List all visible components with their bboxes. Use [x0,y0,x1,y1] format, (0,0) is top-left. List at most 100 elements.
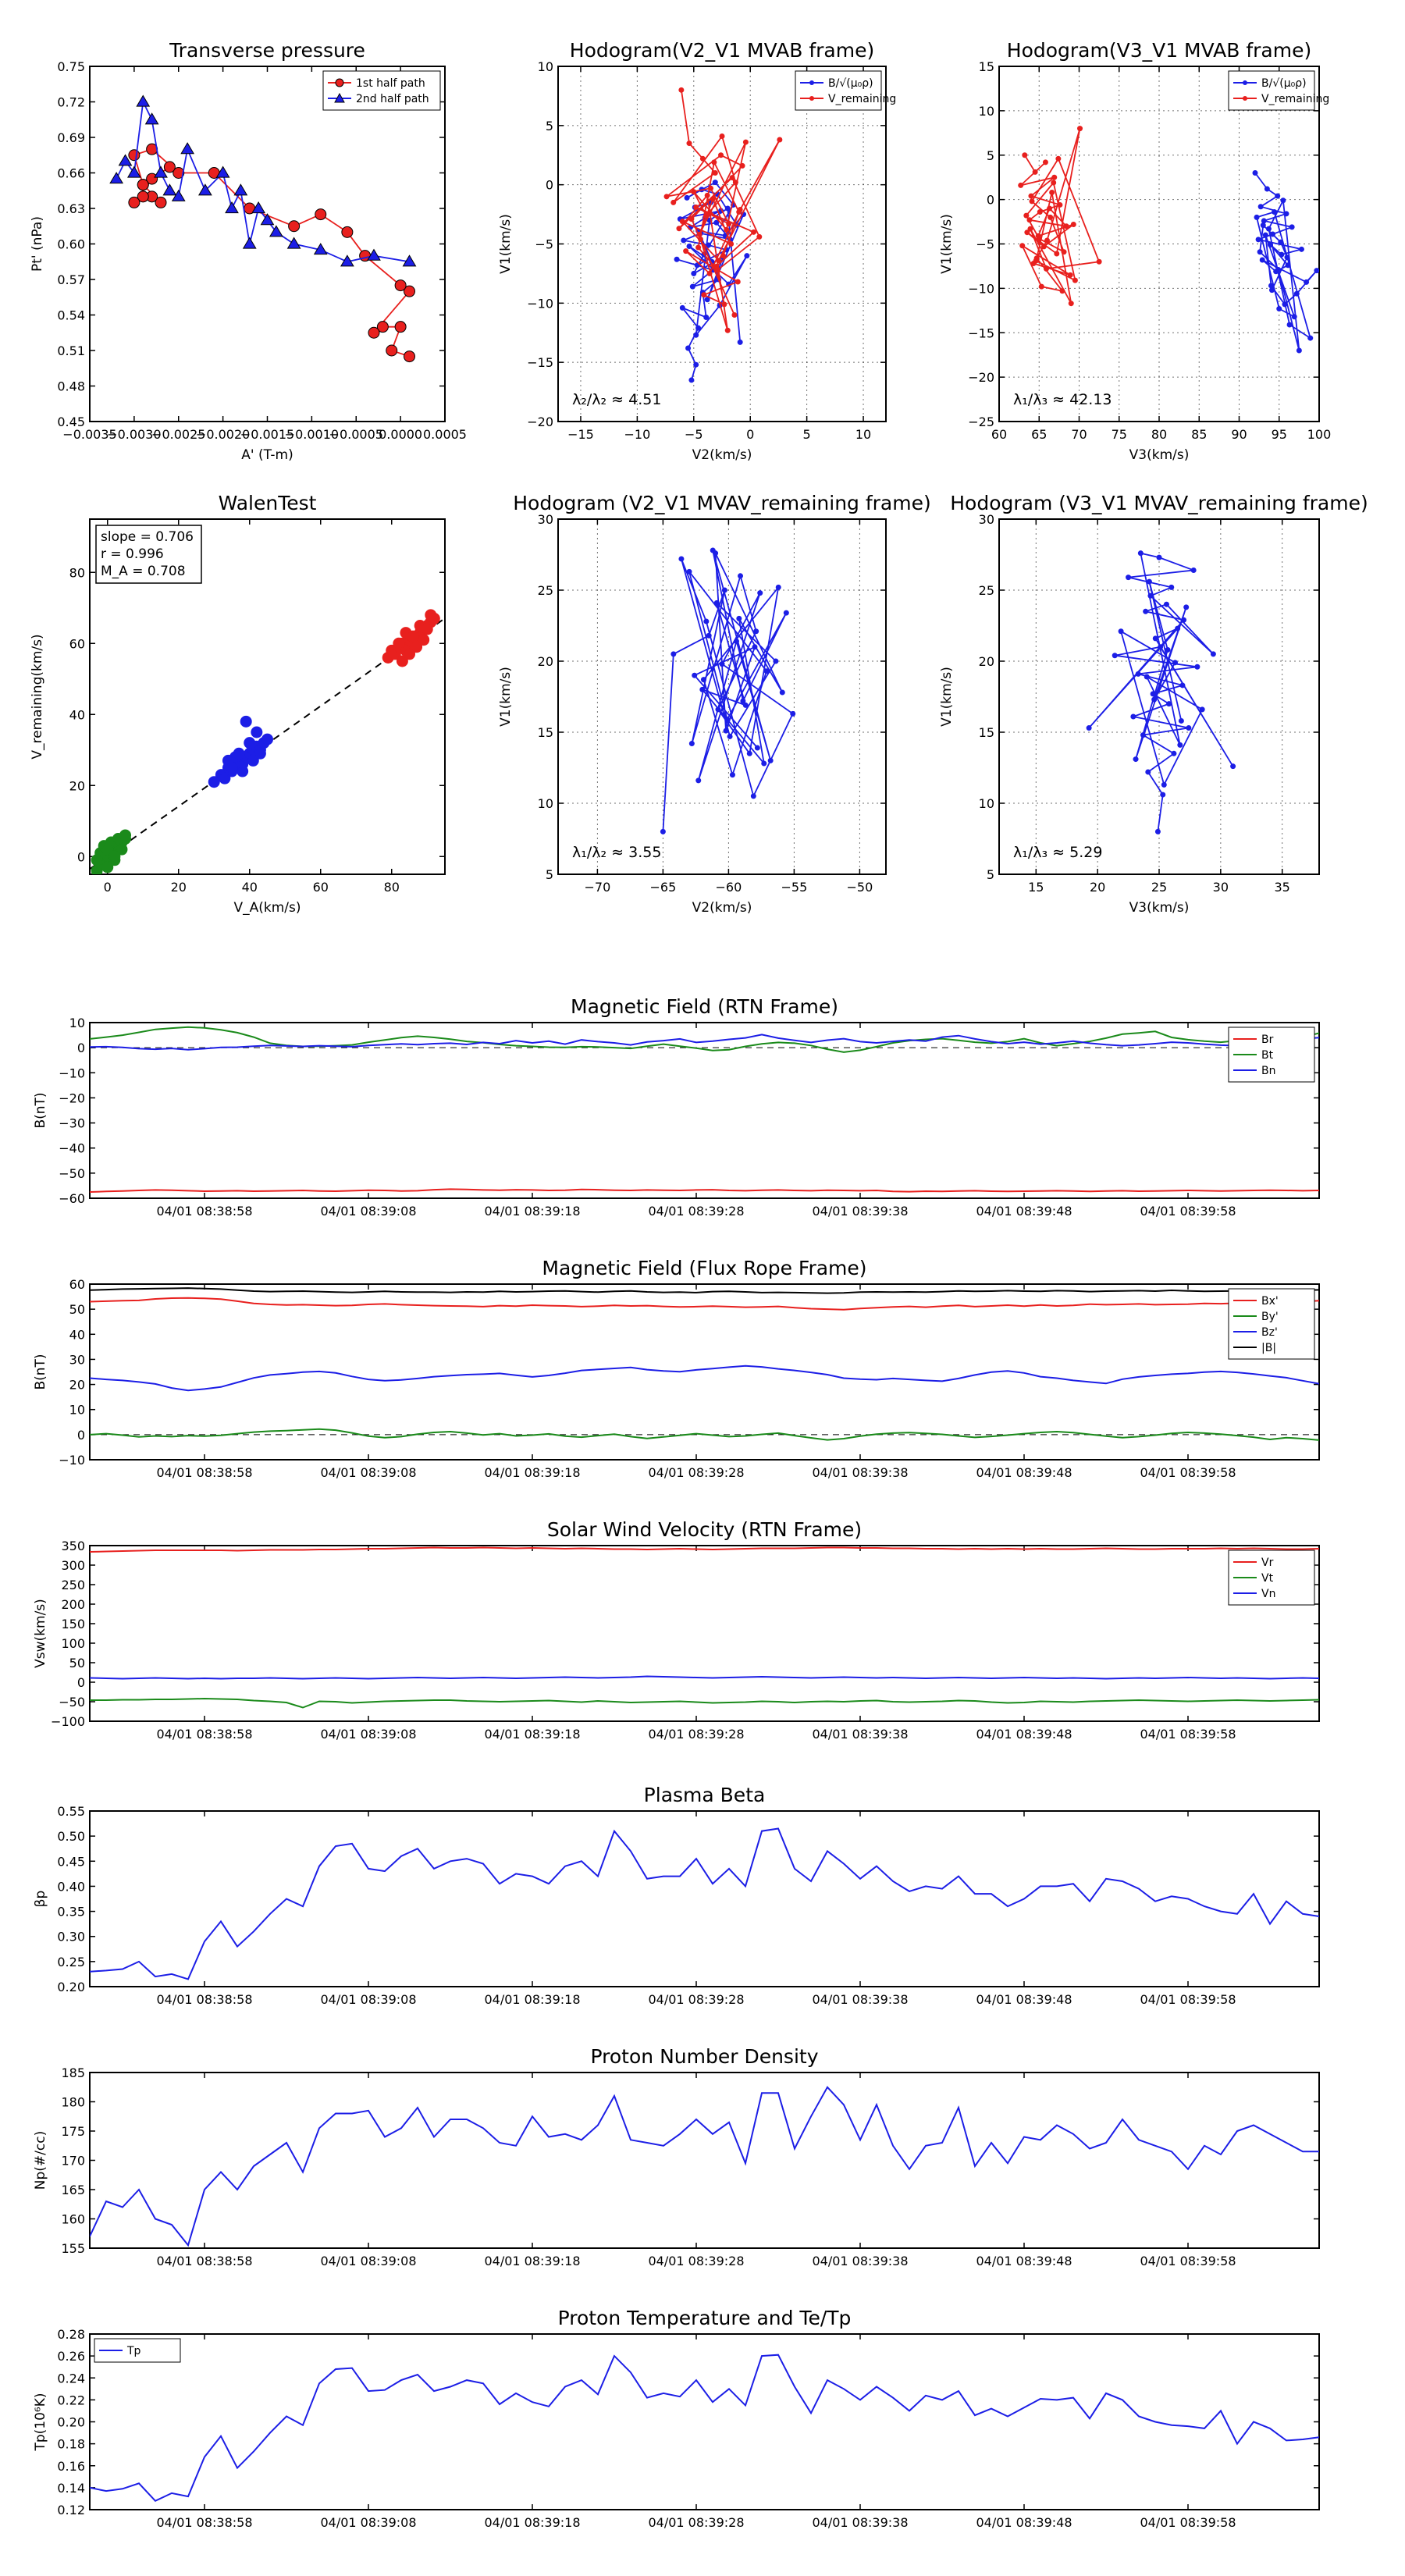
legend-label: Vt [1261,1572,1274,1585]
y-tick-label: 0.14 [57,2481,85,2496]
x-tick-label: 60 [313,880,329,895]
legend-label: |B| [1261,1342,1276,1354]
data-point [1178,717,1184,724]
data-point [1194,664,1200,670]
y-tick-label: 175 [61,2124,85,2139]
plot-frame [89,2072,1320,2249]
y-tick-label: 50 [69,1302,85,1317]
data-point [1296,347,1302,354]
x-tick-label: 0 [104,880,112,895]
data-point [1293,290,1300,297]
data-point [732,180,738,186]
y-tick-label: −50 [59,1166,85,1181]
legend-label: 1st half path [356,77,425,90]
x-tick-label: 35 [1275,880,1290,895]
data-point [1279,251,1285,258]
y-axis-label: B(nT) [33,1354,48,1389]
x-tick-label: 04/01 08:38:58 [156,1727,252,1742]
data-point [1165,646,1171,653]
data-point [404,648,415,660]
chart-mag_rtn: Magnetic Field (RTN Frame) −60 −50 −40 −30 −2… [33,995,1320,1219]
y-axis-label: Pt' (nPa) [30,216,45,272]
data-point [1135,671,1141,677]
plot-frame [89,1810,1320,1987]
data-point [237,765,249,777]
x-tick-label: 04/01 08:38:58 [156,2254,252,2268]
data-point [1270,231,1276,237]
data-point [1043,265,1049,272]
data-layer [90,1026,1319,1193]
x-tick-label: 04/01 08:39:18 [484,2254,580,2268]
data-point [198,183,212,196]
y-tick-label: 0.50 [57,1829,85,1844]
data-layer [90,1827,1319,1980]
data-point [269,225,283,237]
x-tick-label: 04/01 08:39:48 [976,2254,1072,2268]
data-point [1186,725,1192,731]
data-point [244,737,256,749]
y-tick-label: 20 [979,654,994,669]
data-point [1028,193,1034,199]
data-point [1027,226,1033,232]
x-tick-label: 04/01 08:39:08 [320,1727,416,1742]
data-point [91,854,103,866]
x-tick-label: 04/01 08:39:58 [1140,1465,1236,1480]
data-point [251,726,263,738]
x-tick-label: 65 [1031,427,1047,442]
data-point [1261,218,1267,224]
data-point [695,325,702,331]
y-tick-label: −10 [59,1066,85,1080]
x-tick-label: 04/01 08:39:08 [320,1992,416,2007]
data-point [1269,287,1275,294]
y-tick-label: 300 [61,1558,85,1573]
data-point [1063,223,1069,229]
chart-title: Hodogram(V3_V1 MVAB frame) [1007,39,1311,62]
data-point [1156,554,1162,560]
legend-box [795,70,882,111]
data-point [1042,159,1048,165]
x-tick-label: 60 [991,427,1007,442]
data-point [1289,224,1295,230]
data-point [240,715,252,728]
data-point [716,258,722,264]
chart-title: Plasma Beta [644,1784,766,1806]
y-tick-label: 10 [979,796,994,811]
y-tick-label: 15 [538,725,553,740]
data-point [1190,568,1197,574]
x-tick-label: −55 [781,880,808,895]
y-tick-label: 30 [69,1352,85,1367]
data-point [261,733,273,745]
data-point [1161,781,1167,788]
series-line-2nd half path [116,99,410,263]
y-tick-label: 0.24 [57,2371,85,2386]
data-point [703,315,710,321]
data-point [733,639,739,645]
data-point [1304,279,1310,285]
stats-line: M_A = 0.708 [101,564,186,579]
x-tick-label: 04/01 08:39:28 [648,1992,744,2007]
data-point [394,321,407,333]
data-point [1126,575,1132,581]
x-tick-label: −0.0025 [151,427,205,442]
data-point [1154,828,1161,834]
data-point [1172,660,1178,666]
y-axis-label: B(nT) [33,1092,48,1128]
data-point [1051,180,1057,186]
data-point [703,618,710,624]
legend-marker [1243,96,1247,101]
x-tick-label: −60 [716,880,742,895]
y-tick-label: 10 [538,796,553,811]
y-tick-label: 0.45 [57,415,85,429]
data-point [116,843,128,856]
chart-tp: Transverse pressure 0.45 0.48 0.51 0.54 0.57 0… [30,39,467,463]
data-point [1145,769,1151,775]
data-layer [90,2086,1319,2247]
y-tick-label: −5 [535,237,553,252]
data-point [313,243,328,255]
data-point [219,772,231,785]
x-tick-label: 04/01 08:39:28 [648,1727,744,1742]
data-point [678,556,685,562]
data-point [137,179,149,191]
data-point [751,229,757,235]
legend-label: Vr [1261,1557,1274,1569]
